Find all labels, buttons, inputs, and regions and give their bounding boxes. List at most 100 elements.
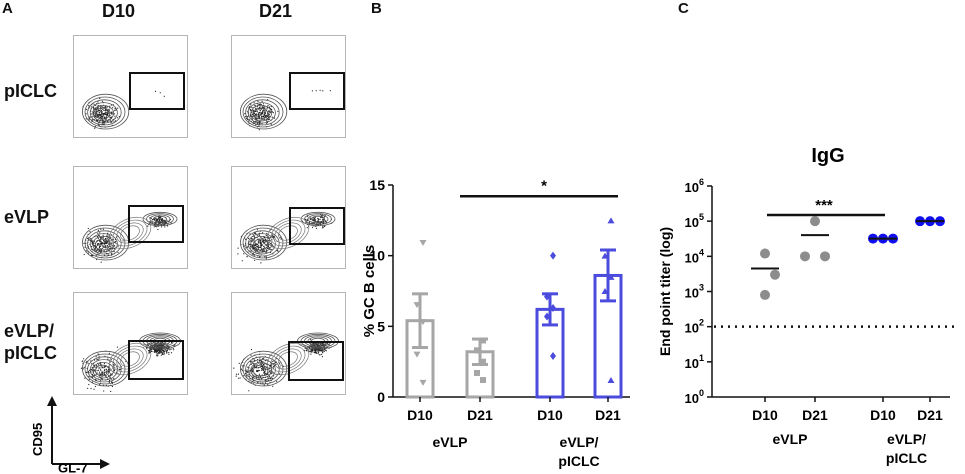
- event-dot: [279, 236, 281, 238]
- event-dot: [105, 366, 107, 368]
- event-dot: [106, 246, 108, 248]
- event-dot: [256, 245, 258, 247]
- event-dot: [238, 362, 240, 364]
- y-tick-label: 15: [369, 177, 385, 193]
- event-dot: [261, 237, 263, 239]
- event-dot: [249, 115, 252, 117]
- event-dot: [315, 349, 317, 351]
- event-dot: [313, 218, 315, 220]
- event-dot: [251, 117, 253, 119]
- event-dot: [254, 244, 256, 246]
- event-dot: [104, 240, 106, 242]
- event-dot: [156, 342, 158, 344]
- event-dot: [271, 109, 273, 111]
- event-dot: [253, 102, 255, 104]
- event-dot: [273, 117, 276, 119]
- event-dot: [267, 245, 269, 248]
- event-dot: [260, 108, 262, 110]
- event-dot: [261, 367, 263, 370]
- event-dot: [112, 107, 114, 109]
- event-dot: [259, 366, 262, 368]
- contour-line: [278, 351, 298, 367]
- event-dot: [246, 370, 248, 373]
- event-dot: [170, 352, 173, 354]
- gate-box: [289, 72, 345, 110]
- event-dot: [83, 366, 85, 368]
- contour-line: [242, 96, 284, 128]
- event-dot: [162, 349, 164, 351]
- event-dot: [100, 248, 102, 250]
- event-dot: [161, 350, 163, 352]
- event-dot: [87, 362, 89, 364]
- event-dot: [110, 359, 112, 361]
- event-dot: [321, 217, 323, 219]
- event-dot: [85, 242, 87, 244]
- event-dot: [88, 369, 91, 371]
- contour-line: [89, 233, 118, 255]
- data-point: [480, 337, 486, 344]
- event-dot: [246, 110, 248, 112]
- event-dot: [99, 232, 101, 234]
- event-dot: [263, 384, 265, 386]
- contour-line: [250, 235, 273, 253]
- event-dot: [318, 351, 320, 353]
- event-dot: [100, 113, 102, 116]
- event-dot: [253, 359, 255, 361]
- event-dot: [258, 245, 260, 247]
- contour-line: [300, 211, 336, 227]
- event-dot: [106, 235, 109, 237]
- event-dot: [256, 249, 258, 251]
- event-dot: [313, 352, 316, 354]
- event-dot: [104, 374, 106, 376]
- event-dot: [260, 113, 262, 115]
- event-dot: [258, 117, 260, 119]
- event-dot: [169, 349, 171, 351]
- event-dot: [160, 217, 162, 219]
- event-dot: [260, 369, 263, 371]
- event-dot: [98, 249, 100, 251]
- event-dot: [98, 373, 100, 375]
- event-dot: [259, 357, 261, 359]
- event-dot: [250, 239, 252, 241]
- event-dot: [258, 242, 260, 244]
- event-dot: [157, 352, 159, 354]
- event-dot: [163, 350, 165, 352]
- event-dot: [110, 247, 112, 249]
- y-tick-label: 104: [685, 247, 704, 265]
- event-dot: [85, 250, 87, 252]
- event-dot: [149, 351, 151, 354]
- event-dot: [94, 249, 96, 252]
- event-dot: [262, 361, 264, 363]
- event-dot: [94, 109, 96, 111]
- gate-box: [128, 340, 184, 380]
- event-dot: [258, 112, 260, 114]
- event-dot: [165, 350, 167, 352]
- event-dot: [85, 108, 87, 110]
- event-dot: [266, 251, 268, 253]
- axis-arrows: CD95 GL-7: [30, 396, 110, 474]
- event-dot: [111, 381, 113, 383]
- group-label: eVLP: [772, 431, 807, 447]
- event-dot: [100, 237, 102, 239]
- x-tick-label: D10: [870, 407, 896, 423]
- event-dot: [102, 237, 104, 239]
- event-dot: [246, 246, 249, 248]
- event-dot: [94, 366, 96, 368]
- event-dot: [309, 351, 311, 353]
- event-dot: [99, 245, 101, 248]
- event-dot: [161, 226, 163, 228]
- event-dot: [102, 228, 104, 230]
- event-dot: [263, 113, 266, 115]
- event-dot: [319, 350, 321, 352]
- event-dot: [93, 243, 95, 245]
- event-dot: [272, 360, 274, 362]
- contour-line: [92, 104, 115, 122]
- igg-titer-scatter-chart: IgG 100 101 102 103 104 105 106 End point titer …: [657, 145, 955, 466]
- event-dot: [258, 239, 260, 241]
- event-dot: [147, 349, 149, 352]
- gate-box: [289, 207, 345, 245]
- event-dot: [103, 106, 105, 108]
- contour-line: [87, 99, 122, 126]
- event-dot: [313, 349, 315, 351]
- contour-line: [112, 219, 148, 247]
